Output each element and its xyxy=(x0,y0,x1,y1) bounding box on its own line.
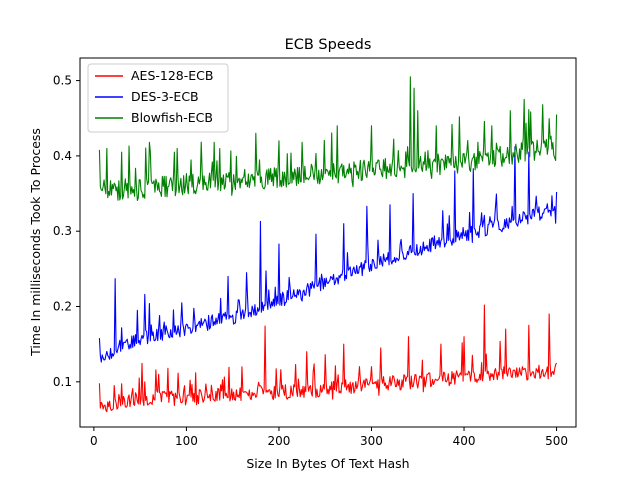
plot-frame xyxy=(79,57,577,428)
x-axis-label: Size In Bytes Of Text Hash xyxy=(246,456,409,471)
series-line-blowfish-ecb xyxy=(98,76,558,202)
x-axis-ticks: 0 100 200 300 400 500 xyxy=(90,427,568,448)
y-tick-label: 0.2 xyxy=(53,300,72,314)
x-tick-label: 500 xyxy=(545,434,568,448)
series-line-aes-128-ecb xyxy=(98,304,558,413)
x-tick-label: 100 xyxy=(175,434,198,448)
series-line-des-3-ecb xyxy=(98,146,558,363)
x-tick-label: 300 xyxy=(360,434,383,448)
y-tick-label: 0.5 xyxy=(53,74,72,88)
legend-label-blowfish-ecb: Blowfish-ECB xyxy=(131,110,213,125)
legend: AES-128-ECB DES-3-ECB Blowfish-ECB xyxy=(87,63,229,133)
y-tick-label: 0.4 xyxy=(53,149,72,163)
x-tick-label: 400 xyxy=(453,434,476,448)
y-tick-label: 0.3 xyxy=(53,224,72,238)
y-tick-label: 0.1 xyxy=(53,375,72,389)
x-tick-label: 0 xyxy=(90,434,98,448)
chart-title: ECB Speeds xyxy=(285,37,372,53)
legend-label-aes-128-ecb: AES-128-ECB xyxy=(131,68,213,83)
series-layer xyxy=(98,76,558,413)
y-axis-ticks: 0.1 0.2 0.3 0.4 0.5 xyxy=(53,74,80,389)
legend-box xyxy=(87,63,229,133)
legend-label-des-3-ecb: DES-3-ECB xyxy=(131,89,199,104)
y-axis-label: Time In milliseconds Took To Process xyxy=(28,128,43,357)
x-tick-label: 200 xyxy=(268,434,291,448)
